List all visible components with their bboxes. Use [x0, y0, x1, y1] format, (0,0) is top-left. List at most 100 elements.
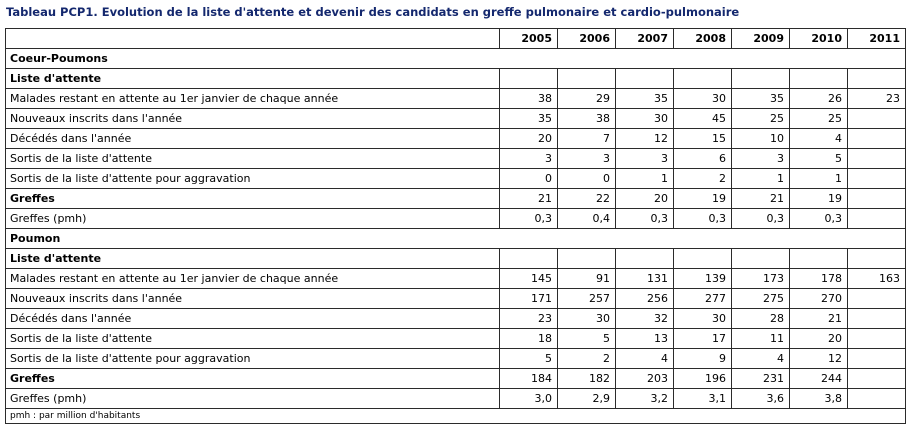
- value-cell: 139: [673, 268, 732, 289]
- value-cell: [847, 308, 906, 329]
- table-row: Greffes (pmh) 3,0 2,9 3,2 3,1 3,6 3,8: [5, 388, 906, 409]
- value-cell: 270: [789, 288, 848, 309]
- value-cell: [847, 368, 906, 389]
- section-row: Poumon: [5, 228, 906, 249]
- table-row: Décédés dans l'année 23 30 32 30 28 21: [5, 308, 906, 329]
- empty-cell: [615, 68, 674, 89]
- value-cell: 3: [499, 148, 558, 169]
- value-cell: 145: [499, 268, 558, 289]
- value-cell: 277: [673, 288, 732, 309]
- row-label: Sortis de la liste d'attente: [5, 328, 500, 349]
- table-row: Greffes 184 182 203 196 231 244: [5, 368, 906, 389]
- row-label: Nouveaux inscrits dans l'année: [5, 288, 500, 309]
- empty-cell: [789, 248, 848, 269]
- empty-cell: [557, 248, 616, 269]
- value-cell: 131: [615, 268, 674, 289]
- value-cell: 30: [673, 88, 732, 109]
- value-cell: 256: [615, 288, 674, 309]
- value-cell: 20: [615, 188, 674, 209]
- value-cell: [847, 208, 906, 229]
- year-header: 2006: [557, 28, 616, 49]
- subsection-row: Liste d'attente: [5, 248, 906, 269]
- table-row: Sortis de la liste d'attente pour aggrav…: [5, 348, 906, 369]
- table-body: 2005 2006 2007 2008 2009 2010 2011 Coeur…: [5, 28, 906, 409]
- empty-cell: [615, 248, 674, 269]
- subsection-label: Liste d'attente: [5, 248, 500, 269]
- year-header: 2011: [847, 28, 906, 49]
- value-cell: 30: [673, 308, 732, 329]
- empty-cell: [499, 68, 558, 89]
- value-cell: 3: [557, 148, 616, 169]
- value-cell: 26: [789, 88, 848, 109]
- value-cell: 203: [615, 368, 674, 389]
- section-row: Coeur-Poumons: [5, 48, 906, 69]
- year-header: 2009: [731, 28, 790, 49]
- row-label: Greffes (pmh): [5, 388, 500, 409]
- table-row: Nouveaux inscrits dans l'année 171 257 256 2…: [5, 288, 906, 309]
- value-cell: 23: [499, 308, 558, 329]
- value-cell: [847, 328, 906, 349]
- value-cell: 23: [847, 88, 906, 109]
- value-cell: [847, 168, 906, 189]
- footnote: pmh : par million d'habitants: [5, 408, 906, 424]
- empty-cell: [847, 68, 906, 89]
- value-cell: 9: [673, 348, 732, 369]
- value-cell: 163: [847, 268, 906, 289]
- value-cell: 32: [615, 308, 674, 329]
- value-cell: 4: [789, 128, 848, 149]
- table-title: Tableau PCP1. Evolution de la liste d'at…: [6, 5, 740, 19]
- value-cell: 196: [673, 368, 732, 389]
- empty-cell: [847, 248, 906, 269]
- value-cell: 0,3: [731, 208, 790, 229]
- value-cell: 2: [673, 168, 732, 189]
- value-cell: [847, 108, 906, 129]
- value-cell: 1: [789, 168, 848, 189]
- value-cell: 11: [731, 328, 790, 349]
- value-cell: [847, 388, 906, 409]
- value-cell: 0,3: [789, 208, 848, 229]
- value-cell: 171: [499, 288, 558, 309]
- value-cell: 0: [557, 168, 616, 189]
- value-cell: 0,4: [557, 208, 616, 229]
- value-cell: 28: [731, 308, 790, 329]
- value-cell: [847, 148, 906, 169]
- table-row: Malades restant en attente au 1er janvie…: [5, 268, 906, 289]
- table-row: Greffes 21 22 20 19 21 19: [5, 188, 906, 209]
- value-cell: [847, 348, 906, 369]
- row-label: Décédés dans l'année: [5, 308, 500, 329]
- row-label: Sortis de la liste d'attente: [5, 148, 500, 169]
- year-header: 2007: [615, 28, 674, 49]
- value-cell: 7: [557, 128, 616, 149]
- value-cell: [847, 288, 906, 309]
- value-cell: 19: [673, 188, 732, 209]
- value-cell: 21: [731, 188, 790, 209]
- row-label: Nouveaux inscrits dans l'année: [5, 108, 500, 129]
- year-header: 2010: [789, 28, 848, 49]
- value-cell: 25: [731, 108, 790, 129]
- row-label: Malades restant en attente au 1er janvie…: [5, 88, 500, 109]
- value-cell: 12: [789, 348, 848, 369]
- value-cell: 30: [615, 108, 674, 129]
- value-cell: 1: [615, 168, 674, 189]
- value-cell: 0,3: [499, 208, 558, 229]
- empty-cell: [673, 248, 732, 269]
- table-row: Décédés dans l'année 20 7 12 15 10 4: [5, 128, 906, 149]
- value-cell: 10: [731, 128, 790, 149]
- section-label: Poumon: [5, 228, 906, 249]
- value-cell: 20: [499, 128, 558, 149]
- value-cell: 4: [615, 348, 674, 369]
- row-label: Sortis de la liste d'attente pour aggrav…: [5, 168, 500, 189]
- value-cell: 3: [615, 148, 674, 169]
- value-cell: 3,2: [615, 388, 674, 409]
- value-cell: 19: [789, 188, 848, 209]
- table-row: Sortis de la liste d'attente pour aggrav…: [5, 168, 906, 189]
- empty-cell: [731, 248, 790, 269]
- value-cell: 22: [557, 188, 616, 209]
- row-label: Greffes: [5, 368, 500, 389]
- value-cell: 5: [557, 328, 616, 349]
- value-cell: 2: [557, 348, 616, 369]
- value-cell: 29: [557, 88, 616, 109]
- value-cell: 5: [789, 148, 848, 169]
- value-cell: 3: [731, 148, 790, 169]
- value-cell: 2,9: [557, 388, 616, 409]
